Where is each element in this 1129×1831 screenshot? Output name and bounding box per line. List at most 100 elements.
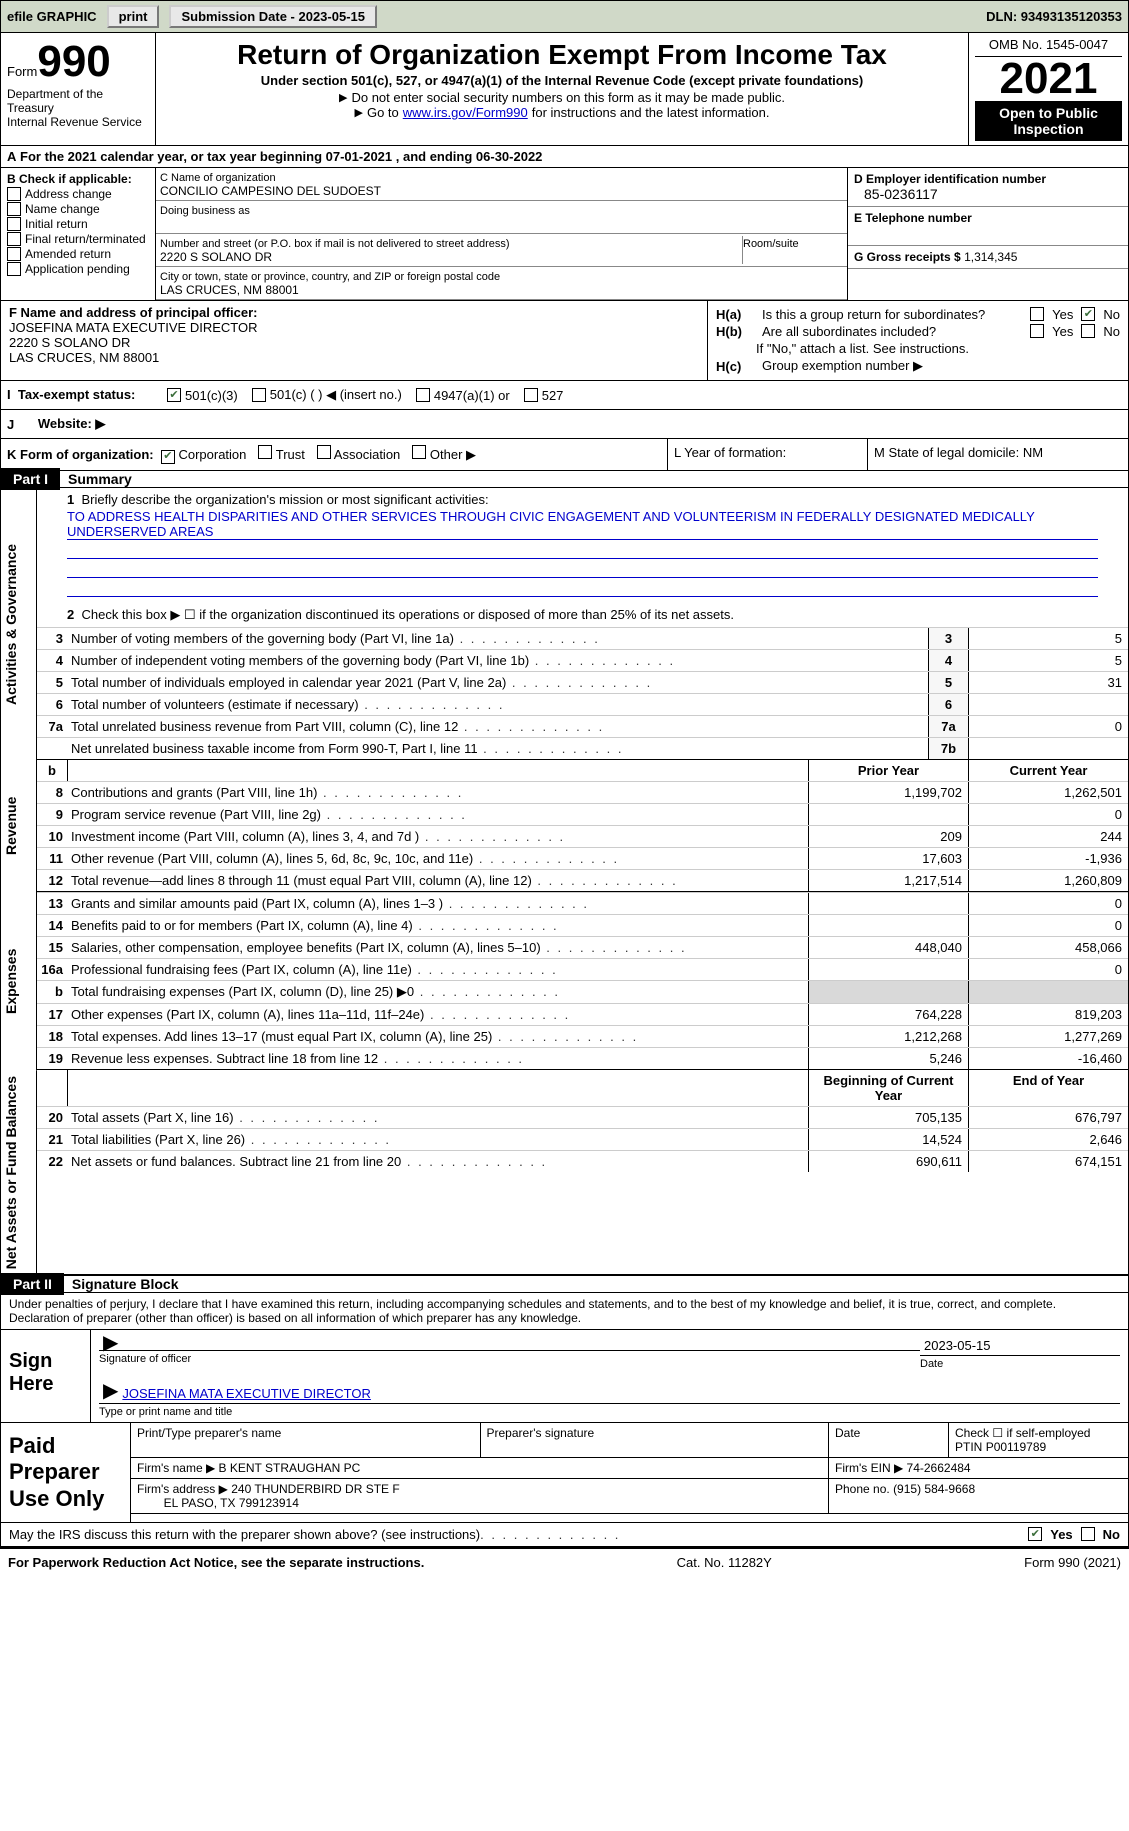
form-header: Form 990 Department of the Treasury Inte… — [0, 33, 1129, 146]
chk-label: Application pending — [25, 262, 130, 276]
mission-label: Briefly describe the organization's miss… — [81, 492, 488, 507]
tax-status-opt[interactable] — [524, 388, 538, 402]
checkbox[interactable] — [7, 232, 21, 246]
org-form-opt[interactable] — [412, 445, 426, 459]
form-ref: Form 990 (2021) — [1024, 1555, 1121, 1570]
form-word: Form — [7, 64, 37, 79]
prep-h4: Check ☐ if self-employedPTIN P00119789 — [948, 1423, 1128, 1458]
h-a-no[interactable] — [1081, 307, 1095, 321]
subtitle: Under section 501(c), 527, or 4947(a)(1)… — [162, 73, 962, 88]
firm-ein: 74-2662484 — [907, 1461, 971, 1475]
org-street: 2220 S SOLANO DR — [160, 250, 272, 264]
form-number: Form 990 — [7, 37, 149, 87]
preparer-block: Paid Preparer Use Only Print/Type prepar… — [0, 1423, 1129, 1523]
section-fh: F Name and address of principal officer:… — [0, 301, 1129, 381]
sig-officer-label: Signature of officer — [99, 1353, 920, 1365]
row-i: I Tax-exempt status: 501(c)(3)501(c) ( )… — [0, 381, 1129, 410]
officer-name: JOSEFINA MATA EXECUTIVE DIRECTOR — [9, 320, 258, 335]
chk-label: Amended return — [25, 247, 111, 261]
cat-no: Cat. No. 11282Y — [677, 1555, 772, 1570]
irs-discuss-no[interactable] — [1081, 1527, 1095, 1541]
form-990-number: 990 — [37, 37, 110, 87]
checkbox[interactable] — [7, 202, 21, 216]
topbar: efile GRAPHIC print Submission Date - 20… — [0, 0, 1129, 33]
h-b-no[interactable] — [1081, 324, 1095, 338]
vtab-governance: Activities & Governance — [1, 488, 37, 760]
prep-h2: Preparer's signature — [480, 1423, 829, 1458]
row-a: A For the 2021 calendar year, or tax yea… — [0, 146, 1129, 168]
section-bcdeg: B Check if applicable: Address changeNam… — [0, 168, 1129, 301]
tax-status-opt[interactable] — [252, 388, 266, 402]
paperwork-notice: For Paperwork Reduction Act Notice, see … — [8, 1555, 424, 1570]
box-f: F Name and address of principal officer:… — [1, 301, 708, 380]
checkbox[interactable] — [7, 217, 21, 231]
open-to-public: Open to Public Inspection — [975, 101, 1122, 141]
part-ii-header: Part IISignature Block — [0, 1276, 1129, 1293]
sign-here-block: Sign Here ▶ Signature of officer 2023-05… — [0, 1330, 1129, 1423]
netassets-block: Beginning of Current YearEnd of Year 20T… — [37, 1070, 1128, 1275]
prep-h1: Print/Type preparer's name — [131, 1423, 480, 1458]
org-city: LAS CRUCES, NM 88001 — [160, 283, 299, 297]
box-k: K Form of organization: Corporation Trus… — [1, 439, 668, 470]
gross-receipts: 1,314,345 — [964, 250, 1017, 264]
box-l: L Year of formation: — [668, 439, 868, 470]
org-form-opt[interactable] — [317, 445, 331, 459]
checkbox[interactable] — [7, 262, 21, 276]
chk-label: Final return/terminated — [25, 232, 146, 246]
irs-discuss-yes[interactable] — [1028, 1527, 1042, 1541]
preparer-label: Paid Preparer Use Only — [1, 1423, 131, 1522]
note-goto: ▶ Go to www.irs.gov/Form990 for instruct… — [162, 105, 962, 120]
h-b-yes[interactable] — [1030, 324, 1044, 338]
note-ssn: ▶Do not enter social security numbers on… — [162, 90, 962, 105]
revenue-block: bPrior YearCurrent Year 8Contributions a… — [37, 760, 1128, 892]
box-c: C Name of organizationCONCILIO CAMPESINO… — [156, 168, 848, 300]
box-h: H(a)Is this a group return for subordina… — [708, 301, 1128, 380]
summary-table: Activities & Governance 1 Briefly descri… — [0, 488, 1129, 1276]
dept-treasury: Department of the Treasury — [7, 87, 149, 115]
efile-label: efile GRAPHIC — [7, 9, 97, 24]
submission-date-button[interactable]: Submission Date - 2023-05-15 — [169, 5, 377, 28]
print-button[interactable]: print — [107, 5, 160, 28]
tax-status-opt[interactable] — [167, 388, 181, 402]
chk-label: Name change — [25, 202, 100, 216]
sig-date: 2023-05-15 — [924, 1338, 991, 1353]
irs-link[interactable]: www.irs.gov/Form990 — [403, 105, 528, 120]
footer-line: For Paperwork Reduction Act Notice, see … — [0, 1547, 1129, 1576]
org-form-opt[interactable] — [161, 450, 175, 464]
box-deg: D Employer identification number85-02361… — [848, 168, 1128, 300]
ein-value: 85-0236117 — [854, 186, 1122, 202]
prep-h3: Date — [828, 1423, 948, 1458]
firm-name: B KENT STRAUGHAN PC — [219, 1461, 361, 1475]
tax-status-opt[interactable] — [416, 388, 430, 402]
org-form-opt[interactable] — [258, 445, 272, 459]
row-klm: K Form of organization: Corporation Trus… — [0, 439, 1129, 471]
line2-text: Check this box ▶ ☐ if the organization d… — [81, 607, 734, 622]
org-name: CONCILIO CAMPESINO DEL SUDOEST — [160, 184, 381, 198]
sign-here-label: Sign Here — [1, 1330, 91, 1422]
ptin-value: P00119789 — [986, 1440, 1047, 1454]
checkbox[interactable] — [7, 247, 21, 261]
signature-declaration: Under penalties of perjury, I declare th… — [0, 1293, 1129, 1330]
h-a-yes[interactable] — [1030, 307, 1044, 321]
chk-label: Address change — [25, 187, 112, 201]
checkbox[interactable] — [7, 187, 21, 201]
box-b: B Check if applicable: Address changeNam… — [1, 168, 156, 300]
mission-text: TO ADDRESS HEALTH DISPARITIES AND OTHER … — [67, 509, 1098, 540]
officer-printed-name: JOSEFINA MATA EXECUTIVE DIRECTOR — [122, 1386, 371, 1401]
vtab-expenses: Expenses — [1, 892, 37, 1070]
firm-addr2: EL PASO, TX 799123914 — [164, 1496, 299, 1510]
irs-discuss-row: May the IRS discuss this return with the… — [0, 1523, 1129, 1547]
title-main: Return of Organization Exempt From Incom… — [162, 39, 962, 71]
dln-label: DLN: 93493135120353 — [986, 9, 1122, 24]
tax-year: 2021 — [975, 57, 1122, 101]
firm-phone: (915) 584-9668 — [893, 1482, 975, 1496]
chk-label: Initial return — [25, 217, 88, 231]
row-j: J Website: ▶ — [0, 410, 1129, 439]
box-m: M State of legal domicile: NM — [868, 439, 1128, 470]
vtab-netassets: Net Assets or Fund Balances — [1, 1070, 37, 1275]
irs-label: Internal Revenue Service — [7, 115, 149, 129]
part-i-header: Part ISummary — [0, 471, 1129, 488]
vtab-revenue: Revenue — [1, 760, 37, 892]
firm-addr1: 240 THUNDERBIRD DR STE F — [231, 1482, 399, 1496]
expenses-block: 13Grants and similar amounts paid (Part … — [37, 892, 1128, 1070]
